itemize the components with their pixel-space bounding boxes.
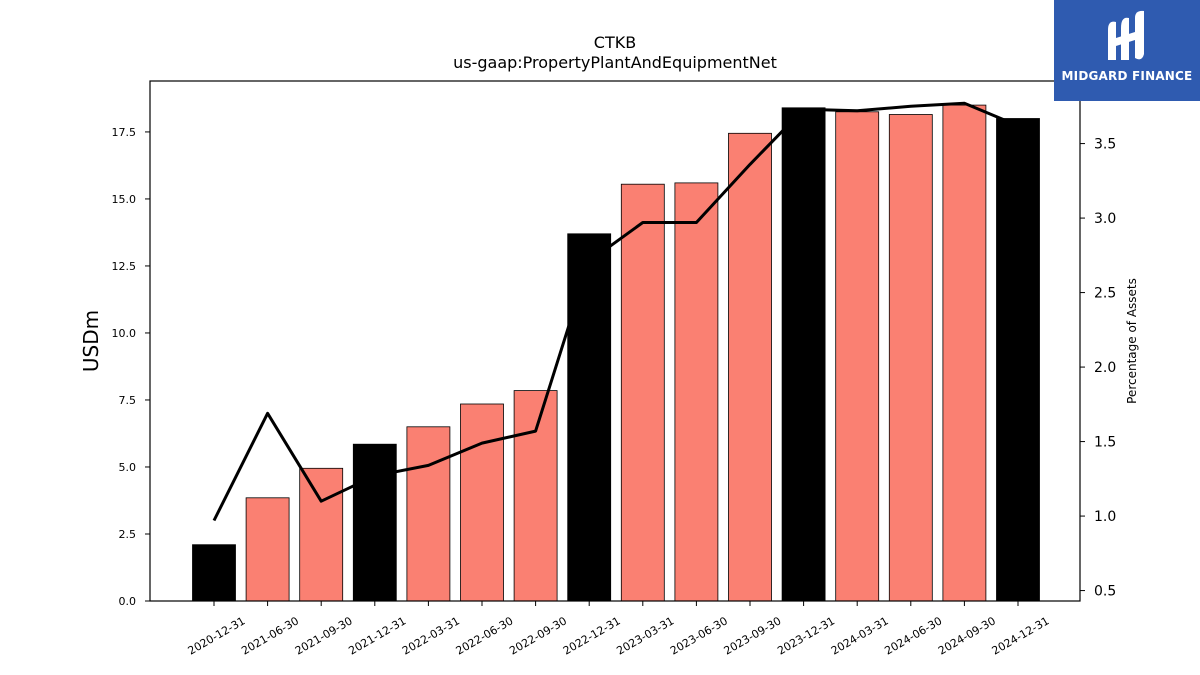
x-tick-label: 2023-09-30: [722, 614, 784, 657]
x-tick-label: 2021-06-30: [239, 614, 301, 657]
chart-subtitle: us-gaap:PropertyPlantAndEquipmentNet: [453, 53, 777, 72]
bar-2023-12-31: [781, 107, 826, 602]
bar-2023-03-31: [620, 183, 665, 602]
y-tick-label: 5.0: [119, 461, 137, 474]
x-tick-label: 2023-03-31: [614, 614, 676, 657]
bar-2022-06-30: [460, 403, 504, 602]
x-tick-label: 2024-06-30: [882, 614, 944, 657]
bar-2020-12-31: [192, 544, 236, 602]
midgard-finance-logo: MIDGARD FINANCE: [1054, 0, 1200, 101]
x-tick-label: 2022-06-30: [454, 614, 516, 657]
y-axis-label: USDm: [79, 310, 103, 372]
plot-frame: [149, 80, 1081, 602]
x-tick-label: 2020-12-31: [186, 614, 248, 657]
x-tick-label: 2021-12-31: [346, 614, 408, 657]
y2-tick-label: 0.5: [1094, 584, 1116, 600]
bar-series: [192, 104, 1040, 602]
y2-axis-label: Percentage of Assets: [1125, 278, 1139, 404]
logo-text: MIDGARD FINANCE: [1061, 69, 1193, 83]
bar-2021-12-31: [352, 443, 397, 602]
bar-2024-12-31: [996, 118, 1040, 602]
y-tick-label: 10.0: [112, 327, 137, 340]
bar-2024-09-30: [942, 104, 987, 602]
y2-tick-label: 3.5: [1094, 137, 1116, 153]
x-tick-label: 2024-09-30: [936, 614, 998, 657]
x-tick-label: 2022-09-30: [507, 614, 569, 657]
line-series: [212, 101, 1019, 522]
x-tick-label: 2024-12-31: [990, 614, 1052, 657]
y-tick-label: 15.0: [112, 193, 137, 206]
chart-title: CTKB: [594, 33, 636, 52]
y-tick-label: 12.5: [112, 260, 137, 273]
x-tick-label: 2022-12-31: [561, 614, 623, 657]
bar-2023-06-30: [674, 182, 719, 602]
y-tick-label: 17.5: [112, 126, 137, 139]
x-tick-label: 2023-12-31: [775, 614, 837, 657]
x-tick-label: 2023-06-30: [668, 614, 730, 657]
bar-2022-03-31: [406, 426, 451, 602]
x-tick-label: 2021-09-30: [293, 614, 355, 657]
y-tick-label: 0.0: [119, 595, 137, 608]
y2-tick-label: 3.0: [1094, 211, 1116, 227]
percentage-line: [212, 101, 1019, 522]
y2-tick-label: 2.0: [1094, 360, 1116, 376]
bar-2024-06-30: [888, 114, 933, 602]
bar-2022-12-31: [567, 233, 612, 602]
bar-2023-09-30: [728, 132, 772, 602]
y2-tick-label: 1.5: [1094, 435, 1116, 451]
y-tick-label: 2.5: [119, 528, 137, 541]
x-tick-label: 2024-03-31: [829, 614, 891, 657]
bar-2024-03-31: [835, 111, 880, 602]
x-tick-label: 2022-03-31: [400, 614, 462, 657]
logo-mark-icon: [1108, 10, 1144, 60]
y-tick-label: 7.5: [119, 394, 137, 407]
y2-tick-label: 1.0: [1094, 509, 1116, 525]
bar-2021-06-30: [245, 497, 290, 602]
bar-2022-09-30: [513, 390, 558, 602]
bar-2021-09-30: [299, 467, 344, 602]
y2-tick-label: 2.5: [1094, 286, 1116, 302]
